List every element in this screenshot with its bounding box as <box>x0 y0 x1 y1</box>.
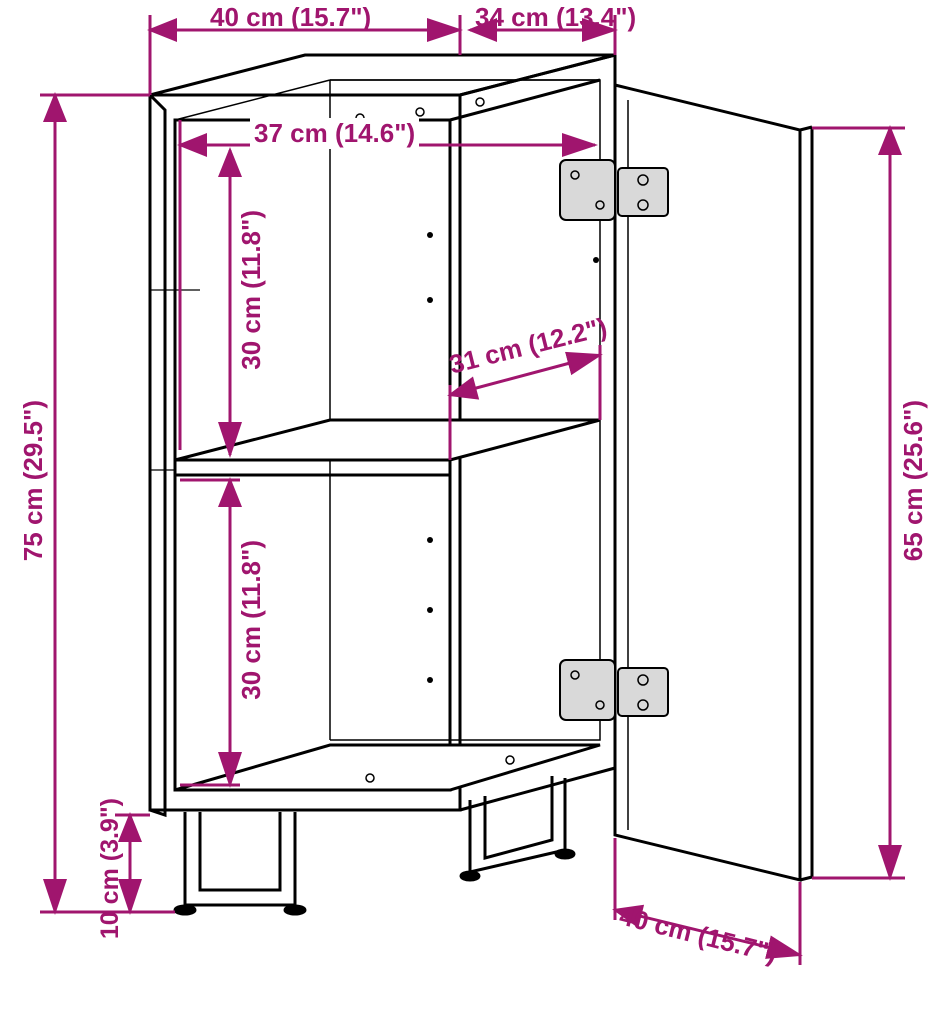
dim-lower-shelf: 30 cm (11.8") <box>236 540 267 700</box>
cabinet-drawing <box>0 0 948 1020</box>
dim-width-top: 40 cm (15.7") <box>210 2 371 33</box>
dim-door-height: 65 cm (25.6") <box>898 400 929 561</box>
dim-leg-height: 10 cm (3.9") <box>96 798 125 939</box>
hinge-bottom <box>560 660 668 720</box>
hinge-top <box>560 160 668 220</box>
dim-depth-top: 34 cm (13.4") <box>475 2 636 33</box>
diagram-container: 40 cm (15.7") 34 cm (13.4") 37 cm (14.6"… <box>0 0 948 1020</box>
dim-inner-width: 37 cm (14.6") <box>250 118 419 149</box>
dim-total-height: 75 cm (29.5") <box>18 400 49 561</box>
dim-upper-shelf: 30 cm (11.8") <box>236 210 267 370</box>
